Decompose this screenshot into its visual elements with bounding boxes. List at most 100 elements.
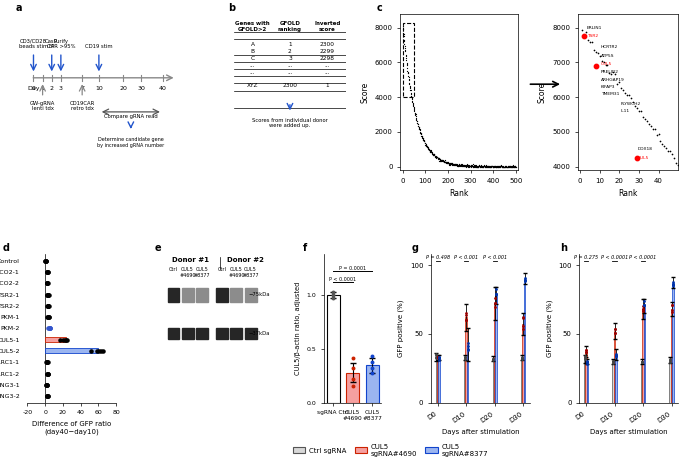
- Text: CD19CAR
retro tdx: CD19CAR retro tdx: [70, 100, 95, 111]
- Point: [45, 325, 56, 332]
- Point: [667, 280, 678, 288]
- Point: [431, 350, 442, 358]
- Text: 3: 3: [288, 56, 292, 61]
- Point: [462, 162, 473, 169]
- Point: [403, 72, 414, 79]
- Bar: [436, 357, 437, 403]
- Point: [669, 155, 680, 162]
- Point: [483, 163, 494, 170]
- Point: [485, 163, 496, 170]
- Y-axis label: Score: Score: [360, 81, 369, 103]
- Point: [639, 297, 650, 305]
- Point: [474, 163, 485, 170]
- Point: [638, 302, 649, 310]
- Point: [42, 325, 53, 332]
- Point: [40, 257, 51, 264]
- Point: [42, 302, 53, 310]
- Point: [417, 135, 428, 142]
- Point: [417, 134, 428, 141]
- Point: [479, 163, 490, 170]
- Point: [510, 163, 521, 170]
- Point: [417, 134, 428, 141]
- Point: [484, 163, 495, 170]
- Point: [401, 59, 412, 67]
- Point: [399, 38, 410, 45]
- Point: [488, 163, 499, 170]
- Point: [452, 162, 463, 169]
- Point: [582, 360, 593, 368]
- Text: Determine candidate gene
by increased gRNA number: Determine candidate gene by increased gR…: [97, 138, 164, 148]
- Point: [441, 159, 452, 166]
- Point: [478, 163, 489, 170]
- Point: [42, 280, 53, 287]
- Point: [510, 163, 521, 170]
- Bar: [615, 355, 616, 403]
- Point: [462, 162, 473, 169]
- Bar: [245, 288, 257, 301]
- Point: [488, 163, 499, 170]
- Point: [487, 163, 498, 170]
- Point: [42, 302, 53, 310]
- Point: [508, 162, 519, 169]
- Point: [492, 163, 503, 170]
- Text: 20: 20: [119, 86, 127, 91]
- Point: [427, 149, 438, 156]
- Point: [581, 346, 592, 354]
- Point: [429, 153, 440, 160]
- Point: [447, 160, 458, 167]
- Point: [496, 161, 507, 169]
- Point: [490, 163, 501, 170]
- Point: [442, 158, 453, 166]
- Point: [582, 358, 593, 365]
- Point: [434, 155, 445, 163]
- Point: [42, 280, 53, 287]
- Point: [449, 161, 460, 168]
- Point: [446, 161, 457, 168]
- Point: [620, 89, 631, 97]
- Point: [458, 163, 469, 170]
- Point: [466, 163, 477, 170]
- Point: [408, 104, 419, 112]
- Point: [472, 162, 483, 169]
- Point: [610, 352, 621, 360]
- Bar: [643, 309, 644, 403]
- Point: [479, 163, 490, 170]
- Point: [402, 69, 413, 76]
- Point: [461, 311, 472, 318]
- Point: [407, 100, 418, 107]
- Point: [412, 117, 423, 124]
- Point: [460, 355, 471, 363]
- Point: [639, 301, 650, 309]
- Point: [443, 159, 453, 167]
- Point: [440, 158, 451, 165]
- Point: [462, 340, 473, 347]
- Point: [634, 107, 645, 114]
- Point: [431, 153, 442, 160]
- Point: [489, 294, 500, 302]
- Point: [483, 163, 494, 170]
- Point: [415, 128, 426, 136]
- Point: [423, 146, 434, 154]
- Text: Purify
CAR >95%: Purify CAR >95%: [47, 38, 75, 50]
- Point: [40, 257, 51, 264]
- Point: [43, 291, 54, 298]
- Point: [416, 133, 427, 140]
- Point: [519, 277, 530, 285]
- Point: [414, 124, 425, 131]
- Point: [413, 124, 424, 131]
- Point: [409, 107, 420, 115]
- Text: Ctrl: Ctrl: [218, 268, 227, 272]
- Point: [614, 78, 625, 86]
- Point: [405, 87, 416, 94]
- Point: [443, 160, 454, 168]
- Point: [609, 329, 620, 337]
- Point: [399, 44, 410, 52]
- Point: [495, 163, 506, 170]
- Point: [518, 323, 529, 330]
- Point: [42, 302, 53, 310]
- Point: [509, 163, 520, 170]
- Bar: [196, 328, 208, 339]
- Point: [598, 58, 609, 65]
- Point: [494, 163, 505, 170]
- Point: [410, 109, 421, 117]
